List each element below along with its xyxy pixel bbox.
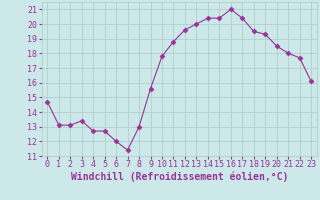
- X-axis label: Windchill (Refroidissement éolien,°C): Windchill (Refroidissement éolien,°C): [70, 172, 288, 182]
